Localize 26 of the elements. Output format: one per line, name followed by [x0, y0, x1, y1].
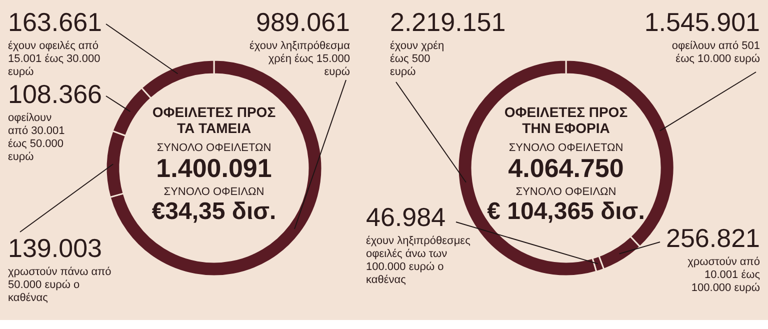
text: ΣΥΝΟΛΟ ΟΦΕΙΛΩΝ	[516, 186, 616, 198]
text: 4.064.750	[508, 153, 624, 183]
slice-label: έχουν οφειλές από 15.001 έως 30.000 ευρώ	[8, 40, 100, 78]
text: ΟΦΕΙΛΕΤΕΣ ΠΡΟΣ ΤΗΝ ΕΦΟΡΙΑ	[504, 104, 628, 136]
text: ΟΦΕΙΛΕΤΕΣ ΠΡΟΣ ΤΑ ΤΑΜΕΙΑ	[152, 104, 276, 136]
slice-label: έχουν ληξιπρόθεσμες οφειλές άνω των 100.000 ευρώ ο καθένας	[366, 235, 470, 286]
slice-label: οφείλουν από 30.001 έως 50.000 ευρώ	[8, 112, 65, 163]
slice-label: χρωστούν από 10.001 έως 100.000 ευρώ	[688, 256, 760, 294]
text: ΣΥΝΟΛΟ ΟΦΕΙΛΕΤΩΝ	[508, 142, 624, 154]
data-label: 163.661	[8, 7, 102, 37]
data-label: 108.366	[8, 79, 102, 109]
slice-label: έχουν ληξιπρόθεσμα χρέη έως 15.000 ευρώ	[249, 40, 351, 78]
text: 1.400.091	[156, 153, 272, 183]
text: ΣΥΝΟΛΟ ΟΦΕΙΛΕΤΩΝ	[156, 142, 272, 154]
data-label: 139.003	[8, 233, 102, 263]
slice-label: έχουν χρέη έως 500 ευρώ	[390, 40, 444, 78]
data-label: 46.984	[366, 202, 446, 232]
text: €34,35 δισ.	[152, 198, 276, 225]
data-label: 989.061	[256, 7, 350, 37]
text: ΣΥΝΟΛΟ ΟΦΕΙΛΩΝ	[164, 186, 264, 198]
text: € 104,365 δισ.	[487, 198, 645, 225]
data-label: 2.219.151	[390, 7, 506, 37]
slice-label: χρωστούν πάνω από 50.000 ευρώ ο καθένας	[8, 266, 112, 304]
data-label: 1.545.901	[644, 7, 760, 37]
data-label: 256.821	[666, 223, 760, 253]
slice-label: οφείλουν από 501 έως 10.000 ευρώ	[672, 40, 760, 65]
